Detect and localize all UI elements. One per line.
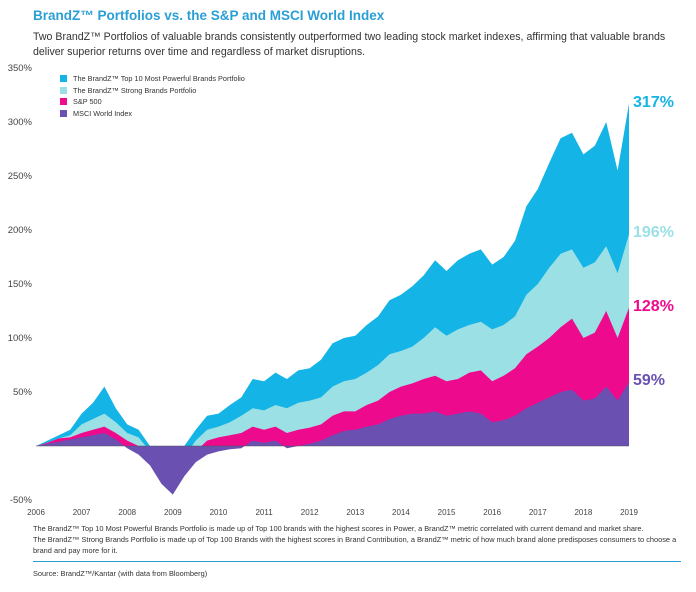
x-tick-label: 2013 xyxy=(346,508,364,517)
x-tick-label: 2015 xyxy=(438,508,456,517)
x-axis-ticks: 2006 2007 2008 2009 2010 2011 2012 2013 2014 2015… xyxy=(27,508,638,517)
y-tick-label: 200% xyxy=(8,225,33,236)
end-label-top10: 317% xyxy=(633,93,674,111)
divider xyxy=(33,561,681,562)
legend-item-top10: The BrandZ™ Top 10 Most Powerful Brands … xyxy=(60,73,245,85)
y-tick-label: 150% xyxy=(8,279,33,290)
x-tick-label: 2010 xyxy=(210,508,228,517)
footnote: The BrandZ™ Top 10 Most Powerful Brands … xyxy=(33,523,681,557)
legend-swatch-sp500 xyxy=(60,98,67,106)
y-tick-label: 100% xyxy=(8,333,33,344)
footnote-top10: The BrandZ™ Top 10 Most Powerful Brands … xyxy=(33,524,644,533)
x-tick-label: 2017 xyxy=(529,508,547,517)
area-series-3 xyxy=(36,382,629,495)
chart-legend: The BrandZ™ Top 10 Most Powerful Brands … xyxy=(60,73,245,119)
legend-swatch-strong xyxy=(60,86,67,94)
x-tick-label: 2006 xyxy=(27,508,45,517)
legend-swatch-msci xyxy=(60,109,67,117)
chart-areas xyxy=(36,103,629,495)
x-tick-label: 2012 xyxy=(301,508,319,517)
y-tick-label: 350% xyxy=(8,63,33,74)
source-note: Source: BrandZ™/Kantar (with data from B… xyxy=(33,569,208,578)
x-tick-label: 2016 xyxy=(483,508,501,517)
x-tick-label: 2018 xyxy=(574,508,592,517)
legend-label-msci: MSCI World Index xyxy=(73,108,133,118)
y-tick-label: 250% xyxy=(8,171,33,182)
x-tick-label: 2009 xyxy=(164,508,182,517)
x-tick-label: 2007 xyxy=(73,508,91,517)
end-label-strong: 196% xyxy=(633,224,674,242)
footnote-strong: The BrandZ™ Strong Brands Portfolio is m… xyxy=(33,535,677,556)
legend-item-sp500: S&P 500 xyxy=(60,96,245,108)
legend-swatch-top10 xyxy=(60,75,67,83)
y-tick-label: 300% xyxy=(8,117,33,128)
x-tick-label: 2011 xyxy=(255,508,273,517)
legend-item-strong: The BrandZ™ Strong Brands Portfolio xyxy=(60,85,245,97)
legend-label-sp500: S&P 500 xyxy=(73,97,102,107)
chart-svg: 350% 300% 250% 200% 150% 100% 50% -50% 2006 2007… xyxy=(8,63,639,517)
y-axis-ticks: 350% 300% 250% 200% 150% 100% 50% -50% xyxy=(8,63,33,506)
end-label-sp500: 128% xyxy=(633,297,674,315)
x-tick-label: 2008 xyxy=(118,508,136,517)
legend-label-strong: The BrandZ™ Strong Brands Portfolio xyxy=(73,85,197,95)
x-tick-label: 2019 xyxy=(620,508,638,517)
y-tick-label: 50% xyxy=(13,387,33,398)
chart-title: BrandZ™ Portfolios vs. the S&P and MSCI … xyxy=(33,8,385,23)
y-tick-label: -50% xyxy=(10,495,33,506)
legend-item-msci: MSCI World Index xyxy=(60,108,245,120)
legend-label-top10: The BrandZ™ Top 10 Most Powerful Brands … xyxy=(73,74,245,84)
end-label-msci: 59% xyxy=(633,372,666,390)
x-tick-label: 2014 xyxy=(392,508,410,517)
chart-subtitle: Two BrandZ™ Portfolios of valuable brand… xyxy=(33,31,666,58)
